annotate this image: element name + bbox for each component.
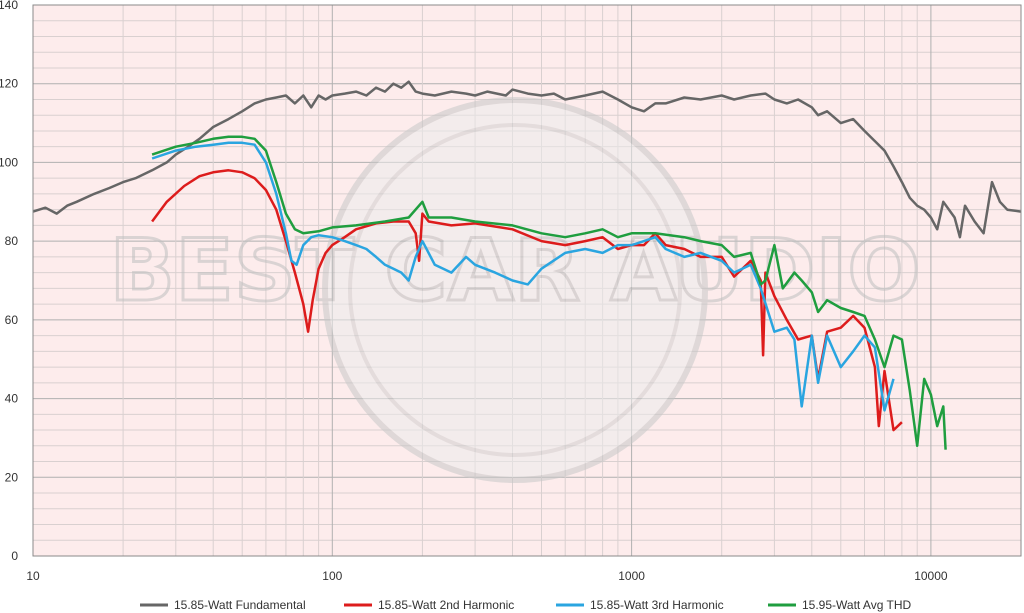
y-tick-label: 0 (11, 549, 18, 563)
watermark-text: BEST CAR AUDIO (110, 221, 921, 321)
x-tick-label: 1000 (618, 569, 645, 583)
legend: 15.85-Watt Fundamental 15.85-Watt 2nd Har… (140, 598, 911, 612)
y-tick-label: 140 (0, 0, 18, 12)
legend-label: 15.85-Watt Fundamental (174, 598, 306, 612)
legend-label: 15.95-Watt Avg THD (802, 598, 911, 612)
x-tick-label: 10 (26, 569, 40, 583)
y-tick-label: 80 (5, 234, 19, 248)
plot-border (32, 4, 1022, 557)
series-line-4 (151, 135, 947, 450)
legend-label: 15.85-Watt 2nd Harmonic (378, 598, 514, 612)
y-tick-label: 120 (0, 77, 18, 91)
legend-label: 15.85-Watt 3rd Harmonic (590, 598, 724, 612)
y-tick-label: 40 (5, 392, 19, 406)
y-tick-label: 100 (0, 155, 18, 169)
series-line-1 (32, 80, 1022, 239)
x-tick-label: 100 (322, 569, 342, 583)
series-line-3 (151, 141, 895, 412)
x-tick-label: 10000 (914, 569, 948, 583)
axes: 0 20 40 60 80 100 120 140 10 100 1000 10000 (0, 0, 948, 583)
series (32, 80, 1022, 450)
y-tick-label: 60 (5, 313, 19, 327)
y-tick-label: 20 (5, 470, 19, 484)
watermark-logo: BEST CAR AUDIO (108, 97, 922, 483)
